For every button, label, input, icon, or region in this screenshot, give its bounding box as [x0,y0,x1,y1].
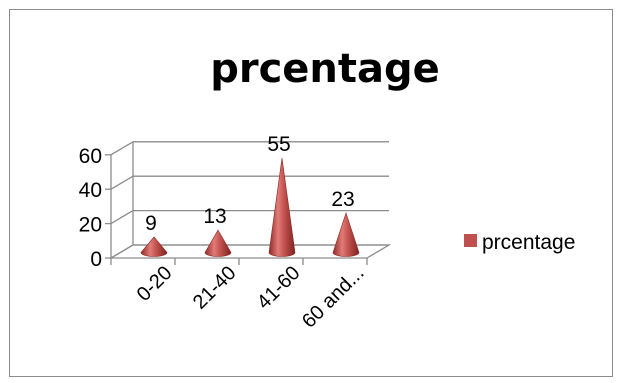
x-tick-label: 21-40 [189,262,241,314]
x-tick-label: 60 and... [298,262,369,333]
data-label: 13 [203,205,226,228]
side-gridline [110,175,134,190]
legend-label: prcentage [482,231,575,254]
legend-swatch [464,234,477,247]
x-tick-label: 41-60 [253,262,305,314]
x-tick-label: 0-20 [133,262,177,306]
side-gridline [110,141,134,156]
data-label: 55 [267,133,290,156]
cone-bar [140,236,168,257]
cone-bar [268,157,296,257]
y-tick-label: 60 [79,145,102,168]
cone-bar [204,229,232,257]
data-label: 9 [145,212,157,235]
side-gridline [110,244,134,259]
y-tick-label: 20 [79,214,102,237]
chart-frame [9,9,613,377]
y-tick-label: 40 [79,179,102,202]
legend: prcentage [464,231,575,254]
chart-title: prcentage [210,46,440,92]
cone-bar [332,211,360,257]
side-gridline [110,210,134,225]
y-tick-label: 0 [90,248,102,271]
data-label: 23 [331,188,354,211]
